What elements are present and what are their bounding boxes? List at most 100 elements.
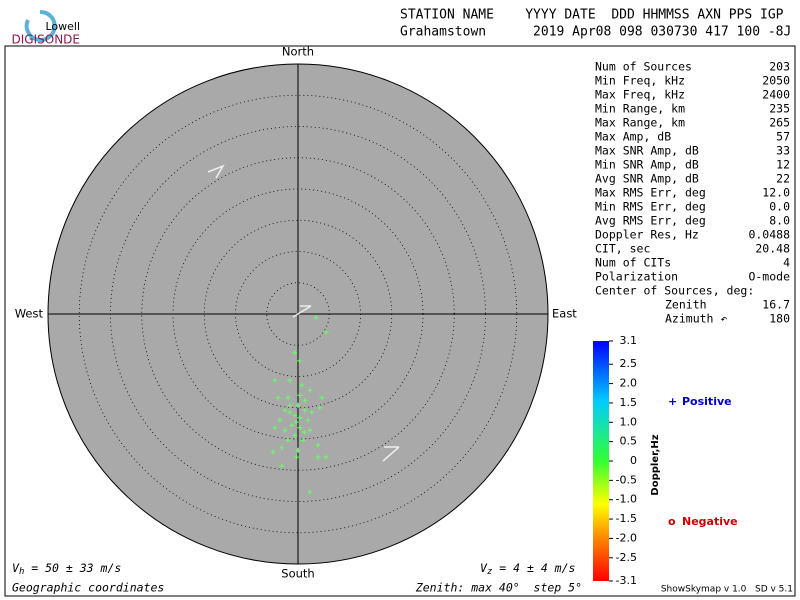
stat-value: 4 <box>783 256 790 270</box>
source-point <box>279 463 285 469</box>
stat-value: 12.0 <box>762 186 790 200</box>
source-point <box>294 454 300 460</box>
colorbar-tick-label: 2.5 <box>620 357 638 370</box>
stat-value: 265 <box>769 116 790 130</box>
colorbar-tick-label: 1.5 <box>620 396 638 409</box>
colorbar-label: Doppler,Hz <box>650 434 661 495</box>
source-point <box>299 382 305 388</box>
stat-value: 20.48 <box>755 242 790 256</box>
stat-value: 0.0488 <box>748 228 790 242</box>
source-point <box>305 417 311 423</box>
stat-label: Min Range, km <box>595 102 685 116</box>
south-label: South <box>281 567 314 581</box>
source-point <box>272 425 278 431</box>
vh-symbol: V <box>12 561 20 575</box>
source-point <box>270 449 276 455</box>
source-point <box>313 315 319 321</box>
source-point <box>292 350 298 356</box>
stat-label: Max RMS Err, deg <box>595 186 706 200</box>
stat-value: 12 <box>776 158 790 172</box>
colorbar-tick-label: 0.5 <box>620 435 638 448</box>
stat-label: Min Freq, kHz <box>595 74 685 88</box>
footer-middle: Zenith: max 40° step 5° <box>415 581 582 595</box>
source-point <box>297 425 303 431</box>
source-point <box>307 427 313 433</box>
legend-marker: + <box>668 395 677 408</box>
stat-label: Min RMS Err, deg <box>595 200 706 214</box>
source-point <box>295 447 301 453</box>
center-value: 16.7 <box>762 298 790 312</box>
stat-label: Doppler Res, Hz <box>595 228 699 242</box>
source-point <box>277 417 283 423</box>
source-point <box>289 422 295 428</box>
source-point <box>297 415 303 421</box>
colorbar-tick-label: -3.1 <box>616 574 637 587</box>
logo-top: Lowell <box>45 20 80 33</box>
header-labels: STATION NAME YYYY DATE DDD HHMMSS AXN PP… <box>400 8 784 23</box>
source-point <box>309 409 315 415</box>
legend-text: Negative <box>682 515 738 528</box>
logo-swoosh <box>24 9 57 42</box>
stat-label: Max Range, km <box>595 116 685 130</box>
stat-label: CIT, sec <box>595 242 650 256</box>
arrow <box>382 446 400 462</box>
source-point <box>302 407 308 413</box>
footer-right: ShowSkymap v 1.0 SD v 5.1 <box>661 585 793 595</box>
colorbar-tick-label: -2.0 <box>616 531 637 544</box>
colorbar-tick-label: -1.5 <box>616 512 637 525</box>
stat-value: 235 <box>769 102 790 116</box>
source-point <box>287 402 293 408</box>
vz-symbol: V <box>480 561 488 575</box>
source-point <box>296 358 302 364</box>
colorbar-tick-label: 3.1 <box>620 334 638 347</box>
center-title: Center of Sources, deg: <box>595 284 754 298</box>
stat-value: 203 <box>769 60 790 74</box>
source-point <box>287 377 293 383</box>
source-point <box>315 454 321 460</box>
source-point <box>307 387 313 393</box>
vh-text: = 50 ± 33 m/s <box>24 561 121 575</box>
west-label: West <box>15 307 44 321</box>
source-point <box>292 412 298 418</box>
source-point <box>319 395 325 401</box>
source-point <box>275 395 281 401</box>
source-point <box>272 377 278 383</box>
stat-label: Max SNR Amp, dB <box>595 144 699 158</box>
stat-label: Num of Sources <box>595 60 692 74</box>
center-label: Azimuth ↶ <box>665 312 727 326</box>
stat-value: 57 <box>776 130 790 144</box>
stat-label: Avg SNR Amp, dB <box>595 172 699 186</box>
frame <box>4 45 796 597</box>
source-point <box>315 442 321 448</box>
source-point <box>292 432 298 438</box>
source-point <box>317 405 323 411</box>
source-point <box>301 429 307 435</box>
stat-value: 2050 <box>762 74 790 88</box>
header-values: Grahamstown 2019 Apr08 098 030730 417 10… <box>400 25 791 40</box>
stat-label: Max Amp, dB <box>595 130 671 144</box>
stat-label: Min SNR Amp, dB <box>595 158 699 172</box>
stat-label: Max Freq, kHz <box>595 88 685 102</box>
stat-value: O-mode <box>748 270 790 284</box>
source-point <box>285 437 291 443</box>
colorbar <box>593 341 609 581</box>
arrow <box>292 305 312 318</box>
source-point <box>323 329 329 335</box>
vz-sub: z <box>487 567 492 577</box>
stat-value: 22 <box>776 172 790 186</box>
source-point <box>293 419 299 425</box>
source-point <box>302 397 308 403</box>
stat-value: 33 <box>776 144 790 158</box>
arrow <box>207 164 225 179</box>
vh: Vh = 50 ± 33 m/s <box>12 561 121 577</box>
vh-sub: h <box>19 567 24 577</box>
footer-left: Geographic coordinates <box>12 581 164 595</box>
stat-value: 8.0 <box>769 214 790 228</box>
east-label: East <box>552 307 577 321</box>
source-point <box>282 427 288 433</box>
source-point <box>285 395 291 401</box>
colorbar-tick-label: -2.5 <box>616 551 637 564</box>
stat-label: Polarization <box>595 270 678 284</box>
colorbar-tick-label: 1.0 <box>620 415 638 428</box>
source-point <box>323 454 329 460</box>
